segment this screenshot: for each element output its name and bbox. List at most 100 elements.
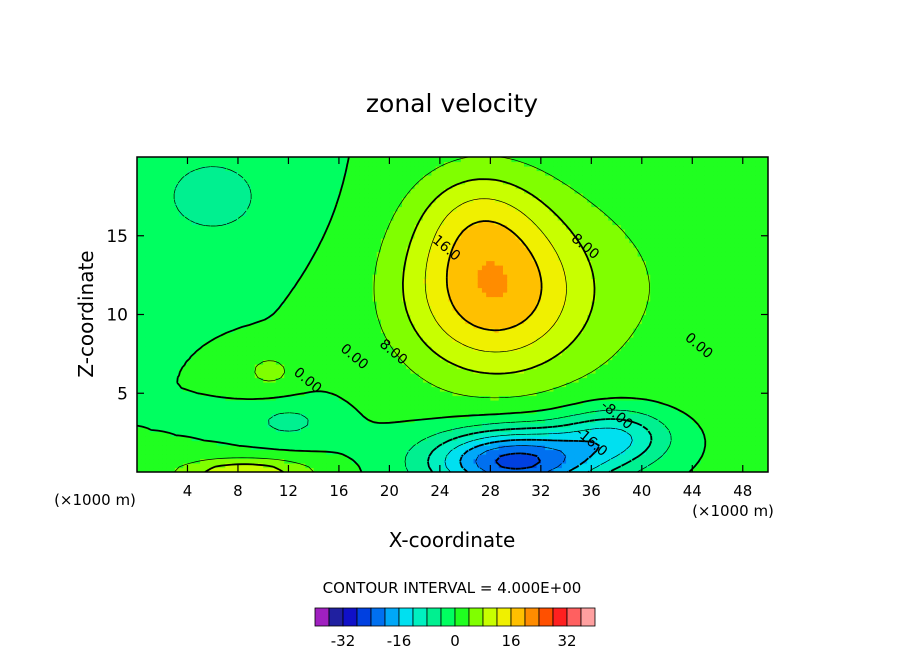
contour-cell [351, 161, 357, 167]
contour-cell [284, 413, 290, 419]
contour-cell [351, 400, 357, 406]
contour-cell [183, 206, 189, 212]
contour-cell [334, 170, 340, 176]
contour-cell [204, 427, 210, 433]
contour-cell [174, 220, 180, 226]
contour-cell [162, 355, 168, 361]
contour-cell [355, 391, 361, 397]
contour-cell [271, 193, 277, 199]
contour-cell [216, 215, 222, 221]
contour-cell [418, 328, 424, 334]
contour-cell [410, 467, 416, 472]
contour-cell [372, 283, 378, 289]
contour-cell [288, 251, 294, 257]
contour-cell [170, 427, 176, 433]
contour-cell [271, 364, 277, 370]
contour-cell [322, 355, 327, 361]
contour-cell [317, 305, 323, 311]
contour-cell [393, 391, 399, 397]
contour-cell [334, 305, 340, 311]
contour-cell [153, 404, 159, 410]
contour-cell [355, 328, 361, 334]
contour-cell [338, 463, 344, 469]
contour-cell [275, 184, 281, 190]
contour-cell [397, 278, 403, 284]
contour-cell [330, 445, 336, 451]
contour-cell [326, 292, 332, 298]
contour-cell [271, 404, 277, 410]
contour-cell [414, 157, 420, 163]
contour-cell [195, 265, 201, 271]
contour-cell [141, 206, 147, 212]
contour-cell [191, 373, 197, 379]
contour-cell [410, 310, 416, 316]
contour-cell [204, 179, 210, 185]
contour-cell [179, 170, 184, 176]
contour-cell [137, 332, 142, 338]
contour-cell [267, 193, 273, 199]
contour-cell [393, 400, 399, 406]
contour-cell [364, 224, 369, 230]
contour-cell [301, 256, 306, 262]
contour-cell [359, 224, 365, 230]
contour-cell [242, 220, 247, 226]
contour-cell [174, 287, 180, 293]
contour-cell [145, 193, 151, 199]
contour-cell [372, 422, 378, 428]
contour-cell [406, 413, 412, 419]
contour-cell [242, 305, 247, 311]
contour-cell [229, 166, 235, 172]
contour-cell [145, 440, 151, 446]
contour-cell [376, 323, 382, 329]
contour-cell [317, 332, 323, 338]
contour-cell [402, 278, 407, 284]
contour-cell [166, 391, 172, 397]
contour-cell [351, 220, 357, 226]
contour-cell [355, 238, 361, 244]
contour-cell [195, 224, 201, 230]
contour-cell [322, 377, 327, 383]
contour-cell [414, 215, 420, 221]
contour-cell [414, 377, 420, 383]
contour-cell [237, 242, 243, 248]
contour-cell [406, 179, 412, 185]
contour-cell [145, 368, 151, 374]
contour-cell [191, 386, 197, 392]
contour-cell [263, 233, 269, 239]
contour-cell [334, 337, 340, 343]
contour-cell [216, 404, 222, 410]
contour-cell [406, 305, 412, 311]
contour-cell [200, 458, 205, 464]
contour-cell [309, 305, 315, 311]
contour-cell [158, 373, 163, 379]
contour-cell [368, 355, 374, 361]
contour-cell [158, 233, 163, 239]
contour-cell [179, 427, 184, 433]
contour-cell [174, 440, 180, 446]
contour-cell [145, 296, 151, 302]
contour-cell [296, 242, 302, 248]
contour-cell [174, 323, 180, 329]
contour-cell [418, 220, 424, 226]
contour-cell [418, 373, 424, 379]
contour-cell [288, 364, 294, 370]
contour-cell [305, 436, 311, 442]
contour-cell [280, 274, 285, 280]
contour-cell [284, 409, 290, 415]
contour-cell [427, 328, 433, 334]
contour-cell [246, 328, 252, 334]
contour-cell [368, 202, 374, 208]
contour-cell [435, 418, 441, 424]
contour-cell [301, 319, 306, 325]
contour-cell [376, 404, 382, 410]
contour-cell [137, 161, 142, 167]
contour-cell [296, 301, 302, 307]
contour-cell [402, 458, 407, 464]
contour-cell [355, 170, 361, 176]
contour-cell [288, 377, 294, 383]
contour-cell [380, 377, 386, 383]
contour-cell [368, 206, 374, 212]
contour-cell [385, 274, 390, 280]
contour-cell [393, 355, 399, 361]
contour-cell [389, 233, 395, 239]
